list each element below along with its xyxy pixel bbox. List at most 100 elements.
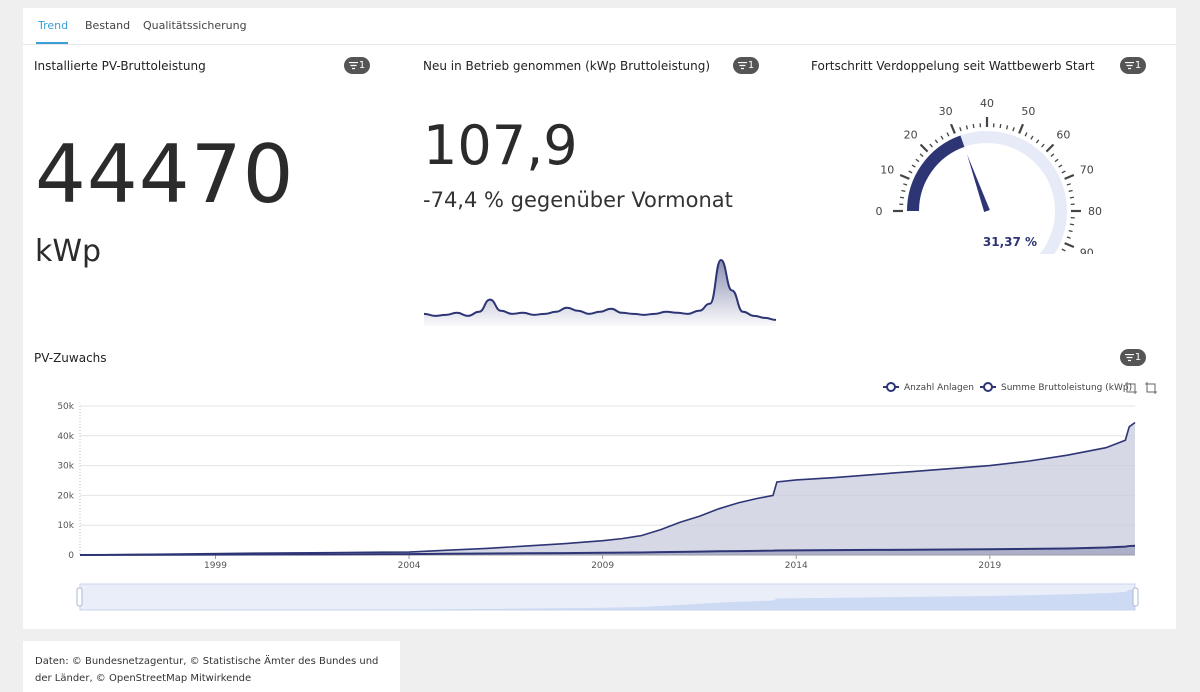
y-tick-label: 0 [68, 551, 74, 561]
gauge-minor-tick [901, 189, 906, 193]
gauge-minor-tick [1061, 170, 1066, 174]
card-title-pv-growth: PV-Zuwachs [34, 351, 107, 365]
gauge-minor-tick [1012, 127, 1015, 132]
doubling-progress-gauge: 010203040506070809010031,37 % [876, 97, 1102, 254]
filter-icon [1124, 353, 1134, 361]
tab-trend[interactable]: Trend [38, 19, 69, 32]
chart-legend: Anzahl Anlagen Summe Bruttoleistung (kWp) [883, 382, 1132, 393]
card-title-new-capacity: Neu in Betrieb genommen (kWp Bruttoleist… [423, 59, 711, 73]
gauge-tick-label: 30 [939, 105, 953, 118]
gauge-major-tick [1018, 123, 1024, 134]
gauge-minor-tick [946, 132, 950, 137]
series-line-capacity [79, 421, 1136, 556]
new-capacity-value: 107,9 [423, 114, 578, 177]
gauge-minor-tick [1050, 153, 1055, 157]
filter-count: 1 [358, 60, 366, 71]
gauge-minor-tick [915, 158, 920, 163]
x-tick-label: 1999 [204, 561, 227, 571]
datazoom-right-handle[interactable] [1132, 587, 1139, 607]
gauge-tick-label: 80 [1088, 205, 1102, 218]
filter-badge[interactable]: 1 [344, 57, 370, 74]
gauge-progress [907, 135, 965, 212]
sparkline-line [423, 258, 777, 321]
gauge-minor-tick [911, 164, 916, 168]
gauge-tick-label: 0 [876, 205, 883, 218]
datazoom-preview [80, 589, 1135, 610]
gauge-minor-tick [1069, 196, 1075, 199]
gauge-minor-tick [1058, 164, 1063, 168]
legend-item[interactable]: Summe Bruttoleistung (kWp) [980, 382, 1132, 393]
gauge-major-tick [899, 174, 910, 180]
gauge-minor-tick [1030, 135, 1034, 140]
gauge-minor-tick [919, 153, 924, 157]
gauge-tick-label: 40 [980, 97, 994, 110]
filter-icon [737, 61, 747, 69]
filter-count: 1 [1134, 352, 1142, 363]
x-tick-label: 2004 [398, 561, 421, 571]
gauge-major-tick [1064, 174, 1075, 180]
sparkline-area [424, 260, 776, 326]
gauge-minor-tick [1005, 125, 1009, 130]
gauge-tick-label: 70 [1080, 164, 1094, 177]
x-tick-label: 2009 [591, 561, 614, 571]
y-tick-label: 30k [57, 462, 74, 472]
attribution-text: Daten: © Bundesnetzagentur, © Statistisc… [35, 656, 379, 684]
x-tick-label: 2014 [785, 561, 808, 571]
installed-capacity-value: 44470 [35, 128, 295, 221]
gauge-tick-label: 10 [880, 164, 894, 177]
gauge-needle [967, 154, 990, 212]
gauge-minor-tick [972, 123, 975, 129]
gauge-major-tick [919, 143, 929, 153]
filter-icon [348, 61, 358, 69]
series-area-installations [80, 545, 1135, 555]
card-title-installed-capacity: Installierte PV-Bruttoleistung [34, 59, 206, 73]
tab-bestand[interactable]: Bestand [85, 19, 131, 32]
legend-label: Summe Bruttoleistung (kWp) [1001, 383, 1132, 393]
card-title-doubling-progress: Fortschritt Verdoppelung seit Wattbewerb… [811, 59, 1095, 73]
installed-capacity-unit: kWp [35, 234, 102, 269]
filter-badge[interactable]: 1 [733, 57, 759, 74]
legend-item[interactable]: Anzahl Anlagen [883, 382, 974, 393]
tab-bar: Trend Bestand Qualitätssicherung [23, 8, 1176, 45]
gauge-minor-tick [1066, 236, 1071, 239]
gauge-minor-tick [1041, 143, 1045, 148]
gauge-minor-tick [965, 125, 969, 130]
gauge-minor-tick [999, 123, 1002, 129]
filter-count: 1 [747, 60, 755, 71]
datazoom-left-handle[interactable] [76, 587, 83, 607]
gauge-minor-tick [929, 143, 933, 148]
legend-label: Anzahl Anlagen [904, 383, 974, 393]
dashboard-panel: Trend Bestand Qualitätssicherung Install… [23, 8, 1176, 629]
gauge-minor-tick [959, 127, 962, 132]
zoom-reset-icon[interactable] [1145, 382, 1157, 394]
gauge-tick-label: 50 [1021, 105, 1035, 118]
gauge-minor-tick [940, 135, 944, 140]
x-tick-label: 2019 [978, 561, 1001, 571]
gauge-minor-tick [1069, 223, 1075, 226]
gauge-major-tick [950, 123, 956, 134]
new-capacity-sparkline [423, 258, 777, 326]
gauge-tick-label: 60 [1056, 129, 1070, 142]
gauge-minor-tick [1054, 158, 1059, 163]
gauge-tick-label: 20 [904, 129, 918, 142]
legend-marker [886, 382, 896, 392]
gauge-minor-tick [1068, 189, 1073, 193]
y-tick-label: 10k [57, 521, 74, 531]
pv-growth-chart: Anzahl Anlagen Summe Bruttoleistung (kWp)… [57, 382, 1157, 611]
series-line-installations [79, 544, 1136, 556]
gauge-minor-tick [908, 170, 913, 174]
filter-badge[interactable]: 1 [1120, 349, 1146, 366]
gauge-value-label: 31,37 % [983, 235, 1037, 249]
filter-badge[interactable]: 1 [1120, 57, 1146, 74]
y-tick-label: 40k [57, 432, 74, 442]
gauge-major-tick [1064, 242, 1075, 248]
gauge-major-tick [1045, 143, 1055, 153]
tab-qualitaetssicherung[interactable]: Qualitätssicherung [143, 19, 247, 32]
y-tick-label: 50k [57, 402, 74, 412]
gauge-minor-tick [1066, 183, 1071, 186]
new-capacity-comparison: -74,4 % gegenüber Vormonat [423, 188, 733, 212]
gauge-minor-tick [1061, 248, 1066, 252]
footer-attribution: Daten: © Bundesnetzagentur, © Statistisc… [23, 641, 400, 692]
zoom-icon[interactable] [1125, 382, 1137, 394]
gauge-minor-tick [1035, 139, 1040, 144]
